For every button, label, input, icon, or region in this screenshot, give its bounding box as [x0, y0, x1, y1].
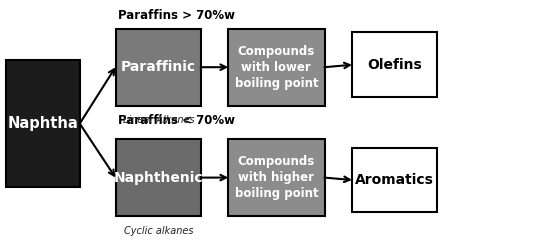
Bar: [116, 29, 201, 106]
Bar: [228, 139, 324, 216]
Text: Naphthenic: Naphthenic: [113, 171, 203, 185]
Text: Aromatics: Aromatics: [355, 173, 434, 187]
Text: Paraffinic: Paraffinic: [120, 60, 196, 74]
Text: Compounds
with lower
boiling point: Compounds with lower boiling point: [234, 45, 318, 90]
Bar: [116, 139, 201, 216]
Text: Compounds
with higher
boiling point: Compounds with higher boiling point: [234, 155, 318, 200]
Text: Cyclic alkanes: Cyclic alkanes: [124, 226, 193, 236]
Bar: [6, 60, 80, 187]
Text: Paraffins > 70%w: Paraffins > 70%w: [118, 9, 235, 22]
Text: Naphtha: Naphtha: [7, 116, 78, 131]
Text: Paraffins < 70%w: Paraffins < 70%w: [118, 114, 235, 127]
Bar: [352, 148, 437, 212]
Bar: [352, 32, 437, 97]
Bar: [228, 29, 324, 106]
Text: Olefins: Olefins: [367, 58, 422, 72]
Text: Linear Alkanes: Linear Alkanes: [123, 115, 194, 125]
